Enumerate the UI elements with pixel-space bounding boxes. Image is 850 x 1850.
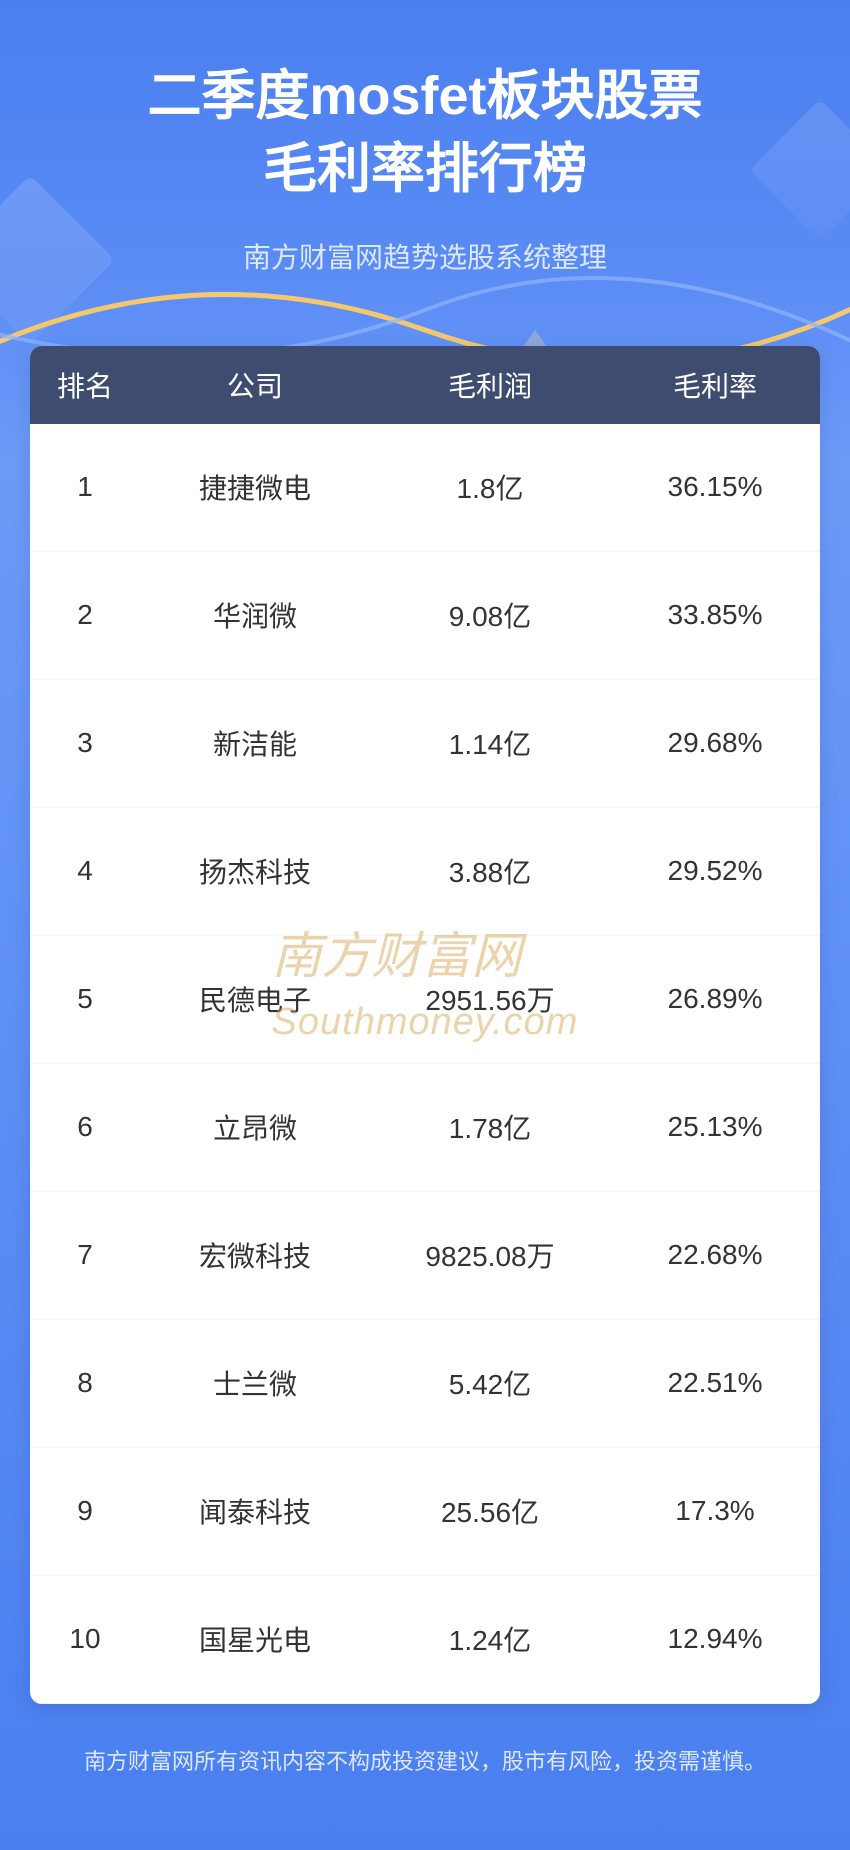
cell-rate: 26.89% — [610, 983, 820, 1015]
cell-profit: 25.56亿 — [370, 1491, 610, 1531]
column-header-rate: 毛利率 — [610, 365, 820, 405]
cell-company: 民德电子 — [140, 979, 370, 1019]
cell-rate: 22.68% — [610, 1239, 820, 1271]
table-row: 10 国星光电 1.24亿 12.94% — [30, 1576, 820, 1704]
cell-company: 新洁能 — [140, 723, 370, 763]
cell-rank: 5 — [30, 983, 140, 1015]
cell-company: 士兰微 — [140, 1363, 370, 1403]
cell-rank: 10 — [30, 1623, 140, 1655]
cell-company: 闻泰科技 — [140, 1491, 370, 1531]
cell-profit: 1.14亿 — [370, 723, 610, 763]
cell-rate: 12.94% — [610, 1623, 820, 1655]
page-subtitle: 南方财富网趋势选股系统整理 — [40, 236, 810, 276]
cell-rank: 4 — [30, 855, 140, 887]
cell-rank: 3 — [30, 727, 140, 759]
cell-rate: 33.85% — [610, 599, 820, 631]
header-section: 二季度mosfet板块股票 毛利率排行榜 南方财富网趋势选股系统整理 — [0, 0, 850, 306]
table-row: 4 扬杰科技 3.88亿 29.52% — [30, 808, 820, 936]
cell-profit: 2951.56万 — [370, 979, 610, 1019]
cell-company: 捷捷微电 — [140, 467, 370, 507]
table-row: 2 华润微 9.08亿 33.85% — [30, 552, 820, 680]
column-header-rank: 排名 — [30, 365, 140, 405]
cell-rank: 7 — [30, 1239, 140, 1271]
cell-company: 国星光电 — [140, 1619, 370, 1659]
cell-rate: 25.13% — [610, 1111, 820, 1143]
table-row: 8 士兰微 5.42亿 22.51% — [30, 1320, 820, 1448]
cell-profit: 1.24亿 — [370, 1619, 610, 1659]
title-line-2: 毛利率排行榜 — [263, 139, 587, 199]
table-header-row: 排名 公司 毛利润 毛利率 — [30, 346, 820, 424]
cell-company: 宏微科技 — [140, 1235, 370, 1275]
cell-rank: 1 — [30, 471, 140, 503]
title-line-1: 二季度mosfet板块股票 — [147, 66, 702, 126]
cell-profit: 9825.08万 — [370, 1235, 610, 1275]
table-row: 7 宏微科技 9825.08万 22.68% — [30, 1192, 820, 1320]
column-header-company: 公司 — [140, 365, 370, 405]
page-title: 二季度mosfet板块股票 毛利率排行榜 — [40, 60, 810, 206]
table-row: 6 立昂微 1.78亿 25.13% — [30, 1064, 820, 1192]
cell-profit: 1.78亿 — [370, 1107, 610, 1147]
cell-profit: 3.88亿 — [370, 851, 610, 891]
cell-rank: 9 — [30, 1495, 140, 1527]
table-row: 3 新洁能 1.14亿 29.68% — [30, 680, 820, 808]
cell-rank: 6 — [30, 1111, 140, 1143]
cell-rank: 2 — [30, 599, 140, 631]
disclaimer-text: 南方财富网所有资讯内容不构成投资建议，股市有风险，投资需谨慎。 — [0, 1744, 850, 1776]
cell-rate: 36.15% — [610, 471, 820, 503]
table-row: 1 捷捷微电 1.8亿 36.15% — [30, 424, 820, 552]
cell-profit: 1.8亿 — [370, 467, 610, 507]
cell-rate: 29.68% — [610, 727, 820, 759]
cell-rate: 17.3% — [610, 1495, 820, 1527]
column-header-profit: 毛利润 — [370, 365, 610, 405]
cell-profit: 5.42亿 — [370, 1363, 610, 1403]
cell-rate: 29.52% — [610, 855, 820, 887]
cell-rank: 8 — [30, 1367, 140, 1399]
cell-company: 华润微 — [140, 595, 370, 635]
cell-rate: 22.51% — [610, 1367, 820, 1399]
cell-company: 扬杰科技 — [140, 851, 370, 891]
cell-profit: 9.08亿 — [370, 595, 610, 635]
table-row: 5 民德电子 2951.56万 26.89% — [30, 936, 820, 1064]
ranking-table: 排名 公司 毛利润 毛利率 1 捷捷微电 1.8亿 36.15% 2 华润微 9… — [30, 346, 820, 1704]
cell-company: 立昂微 — [140, 1107, 370, 1147]
table-row: 9 闻泰科技 25.56亿 17.3% — [30, 1448, 820, 1576]
